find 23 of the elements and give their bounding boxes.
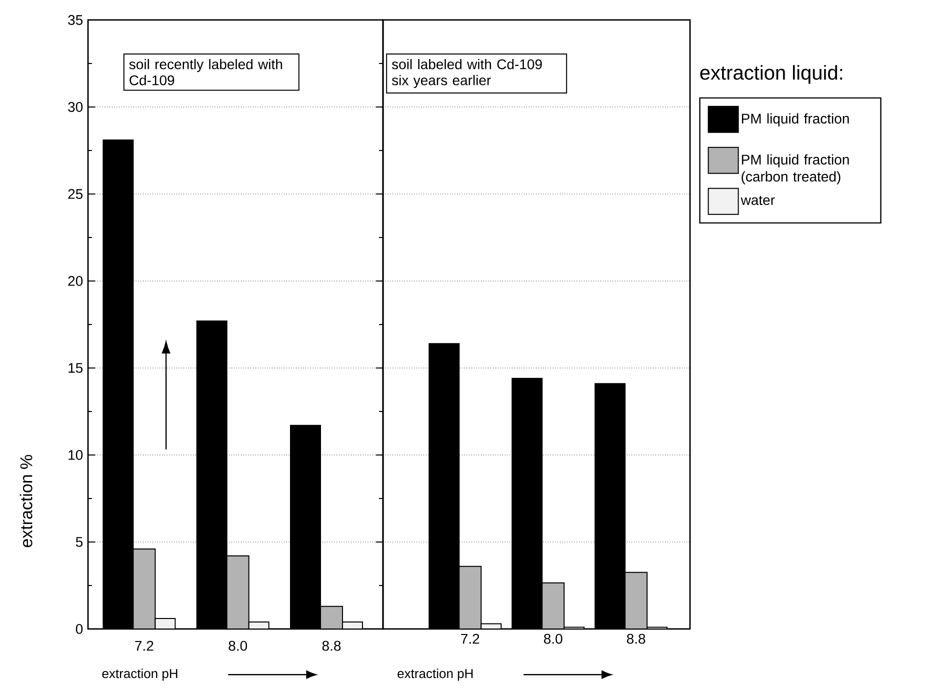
y-tick-label: 20 [68, 276, 83, 286]
legend-title: extraction liquid: [700, 65, 842, 84]
x-axis-title: extraction pH [102, 668, 178, 681]
y-axis-title: extraction % [20, 454, 32, 548]
x-axis-title: extraction pH [398, 668, 473, 681]
annotation: soil recently labeled with Cd-109 [129, 58, 282, 86]
x-tick-label: 8.0 [544, 634, 562, 644]
y-tick-label: 30 [68, 102, 83, 112]
y-tick-label: 10 [68, 450, 83, 460]
annotation: soil labeled with Cd-109 six years earlier [392, 58, 542, 88]
x-tick-label: 7.2 [461, 634, 480, 644]
legend-label: PM liquid fraction [742, 113, 849, 126]
y-tick-label: 25 [68, 189, 83, 199]
x-tick-label: 7.2 [135, 640, 154, 651]
x-tick-label: 8.8 [322, 640, 341, 651]
x-tick-label: 8.0 [228, 640, 248, 651]
y-tick-label: 15 [68, 363, 83, 373]
legend-label: PM liquid fraction (carbon treated) [742, 154, 849, 184]
legend-label: water [740, 196, 775, 206]
y-tick-label: 0 [76, 624, 83, 634]
x-tick-label: 8.8 [626, 634, 646, 644]
y-tick-label: 5 [76, 537, 83, 547]
y-tick-label: 35 [68, 15, 83, 25]
